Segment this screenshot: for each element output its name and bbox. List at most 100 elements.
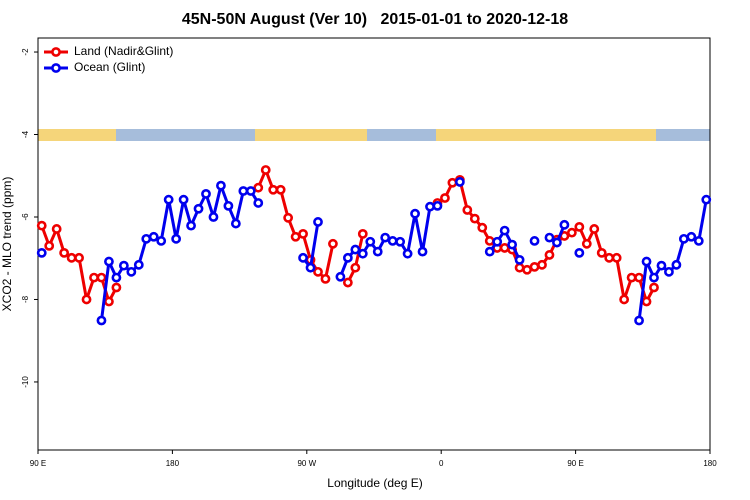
x-tick-label: 90 W (297, 459, 316, 468)
data-point (342, 252, 353, 263)
data-point (156, 236, 167, 246)
data-point (514, 262, 525, 273)
data-point (245, 186, 256, 196)
data-point (357, 228, 368, 239)
data-point (201, 188, 211, 199)
data-point (178, 194, 189, 205)
data-point (313, 217, 323, 227)
data-point (253, 198, 264, 208)
x-tick-label: 90 E (30, 459, 46, 468)
data-point (566, 227, 577, 238)
data-point (313, 266, 323, 277)
data-point (81, 294, 92, 305)
data-point (499, 225, 510, 236)
data-point (619, 294, 630, 305)
data-point (514, 254, 525, 265)
data-point (275, 184, 286, 195)
data-point (357, 248, 368, 259)
data-point (163, 194, 174, 205)
data-point (432, 200, 443, 211)
data-point (223, 200, 234, 211)
data-point (298, 228, 308, 239)
data-point (283, 212, 294, 223)
data-point (507, 239, 518, 250)
data-point (499, 243, 510, 253)
data-point (649, 272, 659, 283)
data-point (589, 224, 600, 234)
data-point (171, 233, 182, 244)
data-point (402, 248, 413, 259)
legend-marker (51, 63, 61, 73)
data-point (193, 203, 204, 214)
data-point (365, 236, 376, 247)
data-point (96, 272, 107, 283)
data-point (320, 273, 331, 284)
x-tick-label: 180 (166, 459, 180, 468)
data-point (372, 246, 383, 257)
data-point (96, 315, 107, 326)
data-point (425, 201, 435, 212)
y-tick-label: -6 (21, 213, 30, 221)
data-point (656, 260, 667, 271)
data-point (484, 246, 495, 257)
data-point (133, 259, 144, 270)
data-point (574, 221, 585, 232)
data-point (484, 236, 495, 246)
legend-label: Ocean (Glint) (74, 60, 145, 74)
data-point (44, 240, 55, 251)
data-point (387, 236, 398, 246)
data-point (410, 208, 420, 219)
y-axis-label: XCO2 - MLO trend (ppm) (0, 177, 14, 312)
data-point (268, 184, 279, 195)
x-tick-label: 90 E (567, 459, 583, 468)
x-tick-label: 0 (439, 459, 444, 468)
data-point (678, 233, 689, 244)
data-point (238, 186, 249, 196)
data-point (141, 233, 152, 244)
land-strip (255, 129, 367, 141)
x-tick-label: 180 (703, 459, 717, 468)
y-tick-label: -10 (21, 376, 30, 388)
data-point (216, 180, 226, 191)
data-point (529, 261, 540, 272)
data-point (186, 220, 196, 231)
data-point (537, 259, 547, 270)
data-point (208, 212, 219, 222)
data-point (693, 236, 704, 246)
land-strip (436, 129, 656, 141)
data-point (664, 266, 674, 277)
data-point (417, 246, 428, 257)
data-point (290, 231, 301, 242)
data-point (335, 271, 346, 282)
data-point (66, 252, 77, 263)
data-point (701, 194, 712, 205)
data-point (148, 231, 159, 242)
data-point (641, 296, 652, 307)
data-point (552, 237, 562, 248)
data-point (544, 232, 555, 243)
data-point (253, 182, 264, 193)
data-point (350, 244, 361, 255)
data-point (581, 238, 592, 249)
data-point (380, 232, 391, 243)
land-ocean-strip (38, 129, 710, 141)
data-point (492, 236, 503, 247)
y-tick-label: -8 (21, 295, 30, 303)
data-point (671, 259, 682, 270)
data-point (59, 247, 70, 258)
data-point (626, 272, 637, 283)
data-point (395, 236, 406, 247)
data-point (111, 272, 122, 283)
data-point (342, 277, 353, 288)
data-point (522, 264, 532, 275)
land-strip (38, 129, 116, 141)
data-point (104, 296, 114, 307)
data-point (574, 247, 585, 258)
chart-title: 45N-50N August (Ver 10) 2015-01-01 to 20… (182, 11, 568, 28)
data-point (305, 262, 316, 273)
data-point (641, 256, 652, 267)
y-tick-label: -2 (21, 48, 30, 56)
data-point (126, 266, 137, 277)
data-point (544, 250, 555, 260)
